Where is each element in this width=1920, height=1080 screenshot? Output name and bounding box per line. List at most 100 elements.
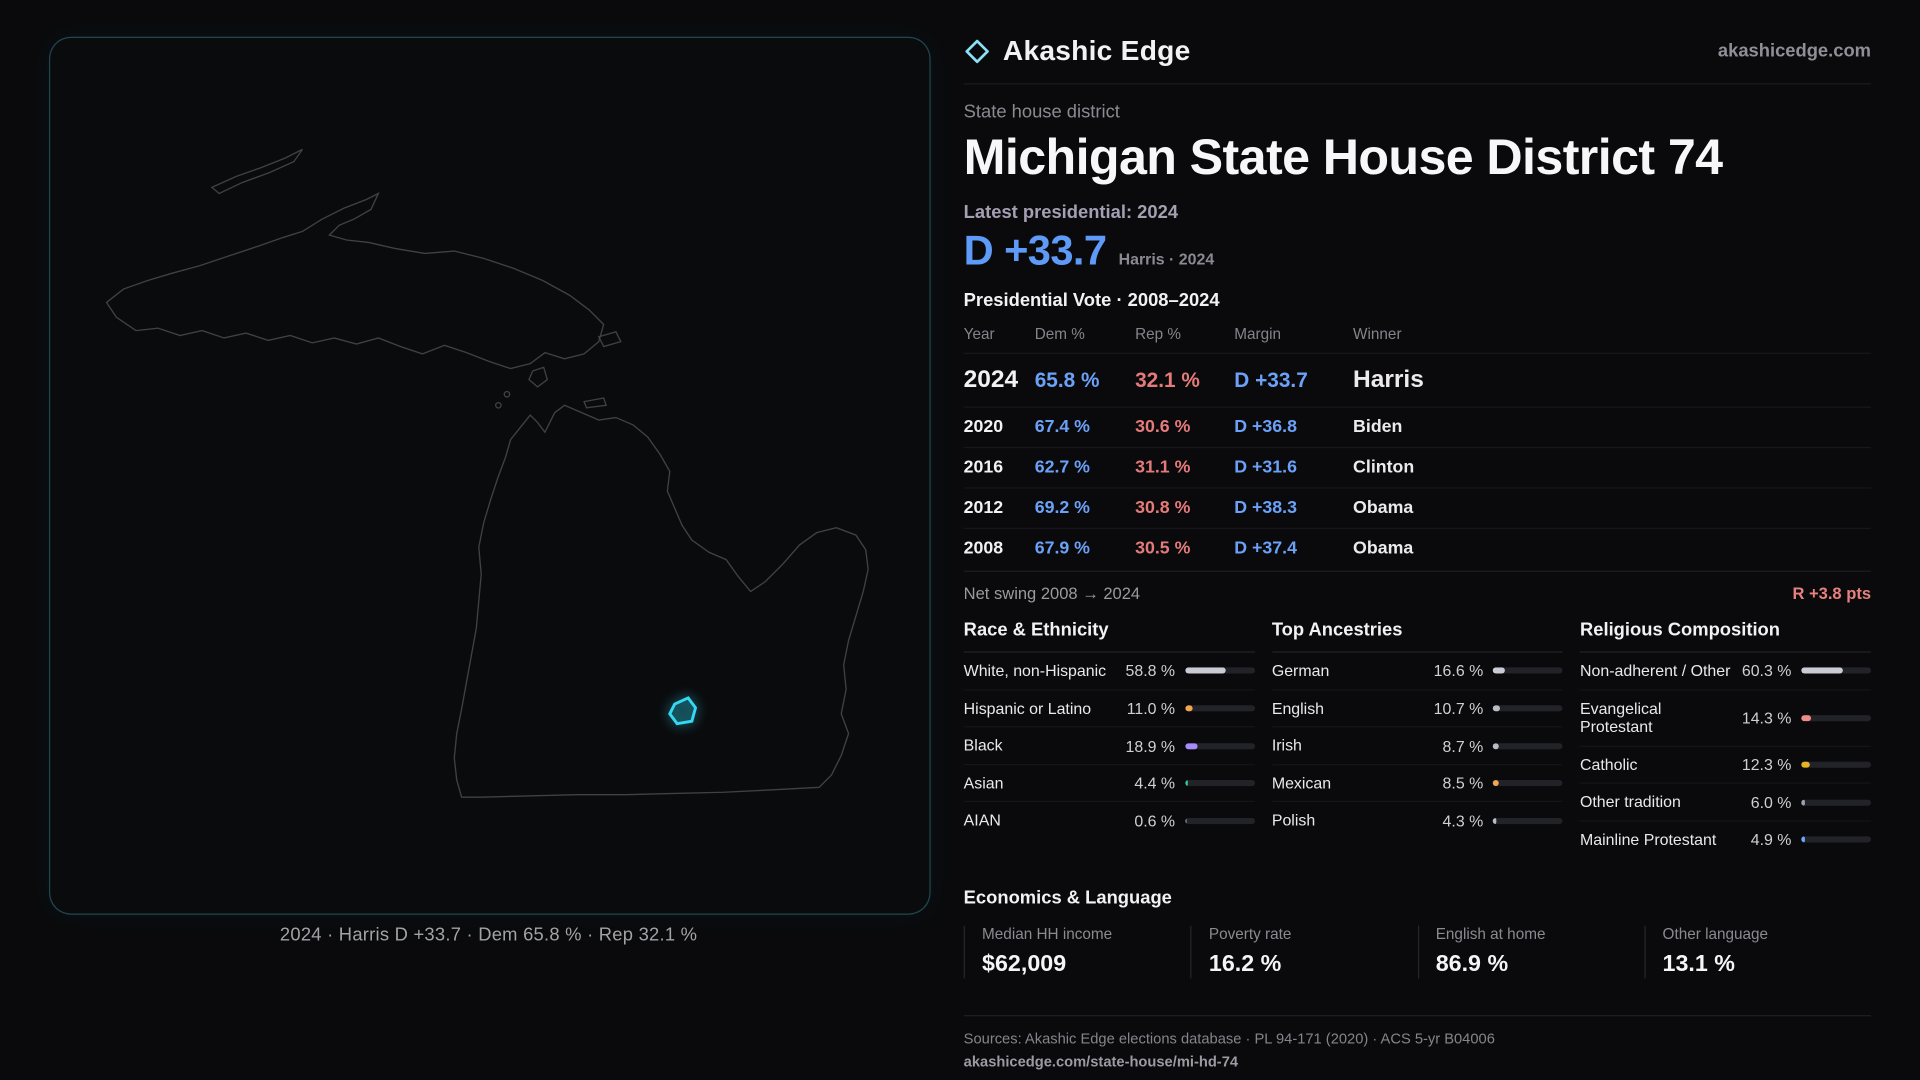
lower-peninsula-outline <box>453 404 869 798</box>
winner-cell: Harris <box>1353 366 1424 394</box>
bois-blanc-island-outline <box>583 397 608 409</box>
demo-bar <box>1184 705 1255 712</box>
demo-bar <box>1801 761 1872 768</box>
stat-label: Other language <box>1662 925 1769 943</box>
col-dem: Dem % <box>1034 325 1085 343</box>
demo-label: Mexican <box>1271 773 1332 793</box>
headline-margin-block: D +33.7 Harris · 2024 <box>964 228 1871 276</box>
demo-value: 4.9 % <box>1750 830 1792 850</box>
permalink-text: akashicedge.com/state-house/mi-hd-74 <box>963 1052 1239 1070</box>
demo-bar <box>1493 667 1563 674</box>
demo-bar <box>1801 799 1872 806</box>
demo-value: 12.3 % <box>1741 755 1792 775</box>
year-cell: 2016 <box>963 458 1004 478</box>
rep-cell: 32.1 % <box>1135 368 1200 392</box>
demo-row: White, non-Hispanic 58.8 % <box>963 653 1255 691</box>
isle-royale-outline <box>210 148 304 195</box>
vote-table-title: Presidential Vote · 2008–2024 <box>963 290 1220 312</box>
group-title: Race & Ethnicity <box>963 620 1255 653</box>
col-rep: Rep % <box>1135 325 1182 343</box>
stat-value: 86.9 % <box>1435 951 1509 977</box>
demo-value: 0.6 % <box>1134 811 1176 830</box>
demo-bar <box>1493 742 1563 749</box>
stat-poverty-rate: Poverty rate 16.2 % <box>1190 925 1418 978</box>
manitou-island-outline <box>503 390 511 398</box>
latest-presidential-label: Latest presidential: 2024 <box>963 202 1179 223</box>
brand-name: Akashic Edge <box>1002 34 1191 67</box>
demo-bar <box>1801 714 1872 721</box>
demo-value: 58.8 % <box>1125 661 1176 681</box>
net-swing-value: R +3.8 pts <box>1792 584 1872 603</box>
economics-title: Economics & Language <box>963 887 1172 909</box>
page-title: Michigan State House District 74 <box>963 128 1723 185</box>
demo-row: Evangelical Protestant 14.3 % <box>1579 690 1872 747</box>
demo-bar <box>1493 705 1563 712</box>
demo-label: English <box>1271 698 1325 718</box>
district-kicker: State house district <box>963 101 1120 123</box>
col-year: Year <box>963 325 995 343</box>
demo-label: Other tradition <box>1579 792 1681 812</box>
demo-row: Irish 8.7 % <box>1271 728 1563 766</box>
year-cell: 2012 <box>963 498 1004 519</box>
stat-median-income: Median HH income $62,009 <box>963 925 1191 978</box>
table-row-2012: 2012 69.2 % 30.8 % D +38.3 Obama <box>963 487 1872 527</box>
vote-table-header-row: Year Dem % Rep % Margin Winner <box>964 321 1871 353</box>
demo-bar <box>1801 836 1872 843</box>
demo-row: Catholic 12.3 % <box>1579 747 1872 785</box>
margin-cell: D +38.3 <box>1234 498 1297 519</box>
manitou-island-outline <box>494 401 502 409</box>
stat-value: $62,009 <box>982 951 1067 977</box>
demo-label: Non-adherent / Other <box>1579 661 1731 680</box>
demo-value: 11.0 % <box>1126 699 1176 718</box>
stat-other-language: Other language 13.1 % <box>1644 925 1871 978</box>
upper-peninsula-outline <box>105 192 605 370</box>
table-row-2008: 2008 67.9 % 30.5 % D +37.4 Obama <box>963 527 1872 568</box>
headline-margin-detail: Harris · 2024 <box>1118 249 1215 269</box>
header: Akashic Edge akashicedge.com <box>963 34 1872 85</box>
demo-row: Non-adherent / Other 60.3 % <box>1579 653 1872 691</box>
table-row-2016: 2016 62.7 % 31.1 % D +31.6 Clinton <box>963 447 1872 487</box>
demo-label: Hispanic or Latino <box>963 698 1092 718</box>
demo-row: Mexican 8.5 % <box>1271 765 1563 803</box>
demo-bar <box>1184 667 1255 674</box>
footer: Sources: Akashic Edge elections database… <box>963 1014 1872 1070</box>
brand-domain: akashicedge.com <box>1717 40 1872 62</box>
net-swing-row: Net swing 2008 → 2024 R +3.8 pts <box>963 570 1872 603</box>
demo-label: Evangelical Protestant <box>1579 698 1662 737</box>
stat-label: Poverty rate <box>1208 925 1292 943</box>
state-map-panel <box>48 36 931 915</box>
demo-bar <box>1493 817 1563 824</box>
stat-value: 13.1 % <box>1662 951 1735 977</box>
demo-bar <box>1184 742 1255 749</box>
group-title: Religious Composition <box>1579 620 1872 653</box>
demo-value: 18.9 % <box>1125 736 1176 755</box>
demo-value: 14.3 % <box>1741 708 1792 728</box>
demo-value: 60.3 % <box>1741 661 1792 681</box>
winner-cell: Obama <box>1353 498 1414 519</box>
demo-label: Black <box>963 736 1003 755</box>
margin-cell: D +36.8 <box>1234 417 1297 438</box>
sources-text: Sources: Akashic Edge elections database… <box>963 1029 1495 1047</box>
demo-row: AIAN 0.6 % <box>964 803 1255 839</box>
rep-cell: 30.6 % <box>1135 417 1191 438</box>
demo-row: Hispanic or Latino 11.0 % <box>963 690 1255 728</box>
group-title: Top Ancestries <box>1271 620 1563 653</box>
demo-bar <box>1801 667 1872 674</box>
economics-stats: Median HH income $62,009 Poverty rate 16… <box>963 925 1871 978</box>
stat-value: 16.2 % <box>1208 951 1282 977</box>
demo-label: Irish <box>1271 736 1302 755</box>
net-swing-label: Net swing 2008 → 2024 <box>963 584 1141 603</box>
brand-diamond-icon <box>964 37 991 64</box>
year-cell: 2008 <box>963 538 1004 559</box>
demo-bar <box>1184 780 1255 787</box>
demo-row: Polish 4.3 % <box>1272 803 1563 839</box>
year-cell: 2024 <box>963 366 1019 394</box>
winner-cell: Clinton <box>1353 458 1415 478</box>
demo-bar <box>1184 817 1255 824</box>
demo-label: German <box>1271 661 1330 680</box>
demo-value: 8.7 % <box>1442 736 1484 755</box>
demo-row: Black 18.9 % <box>963 728 1255 766</box>
demo-row: English 10.7 % <box>1271 690 1563 728</box>
demo-value: 10.7 % <box>1433 699 1484 718</box>
